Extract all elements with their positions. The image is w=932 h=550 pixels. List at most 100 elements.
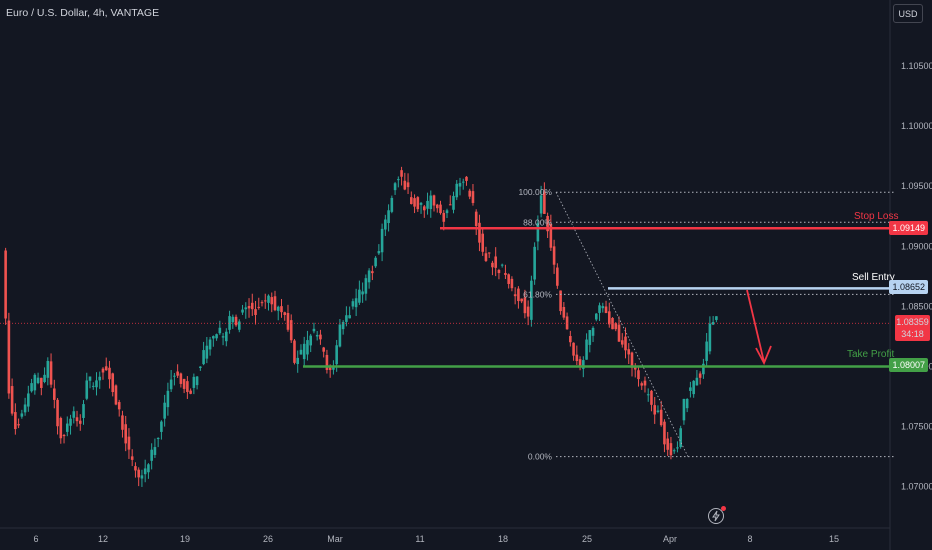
candle-body bbox=[244, 307, 248, 310]
x-tick-label: 25 bbox=[582, 534, 592, 544]
candle-body bbox=[620, 340, 624, 345]
candle-body bbox=[78, 420, 82, 424]
candle-body bbox=[179, 373, 183, 384]
candle-body bbox=[474, 211, 478, 227]
candle-body bbox=[273, 296, 277, 311]
fib-level-label: 61.80% bbox=[523, 289, 552, 299]
candle-body bbox=[432, 195, 436, 206]
bar-countdown: 34:18 bbox=[901, 329, 924, 339]
candle-body bbox=[666, 438, 669, 450]
candle-body bbox=[640, 383, 644, 386]
candle-body bbox=[526, 306, 530, 317]
candle-body bbox=[637, 370, 640, 380]
candle-body bbox=[62, 435, 66, 437]
candle-body bbox=[556, 267, 559, 286]
candle-body bbox=[487, 252, 491, 254]
candle-body bbox=[108, 367, 111, 380]
candle-body bbox=[536, 223, 540, 242]
candle-body bbox=[43, 374, 46, 382]
candle-body bbox=[435, 204, 439, 209]
candle-body bbox=[384, 219, 387, 230]
candle-body bbox=[705, 341, 708, 361]
candle-body bbox=[10, 386, 14, 414]
candle-body bbox=[552, 246, 556, 265]
candle-body bbox=[208, 339, 212, 350]
candle-body bbox=[263, 300, 267, 302]
candle-body bbox=[33, 374, 37, 391]
candle-body bbox=[140, 475, 144, 479]
candle-body bbox=[241, 309, 244, 313]
candle-body bbox=[176, 371, 179, 376]
candle-body bbox=[569, 336, 572, 343]
candle-body bbox=[260, 302, 264, 304]
candle-body bbox=[160, 421, 163, 432]
candle-body bbox=[643, 380, 647, 386]
candle-body bbox=[351, 301, 355, 307]
candle-body bbox=[510, 278, 514, 289]
candle-body bbox=[27, 393, 30, 407]
candle-body bbox=[371, 271, 374, 274]
candle-body bbox=[646, 394, 650, 396]
candle-body bbox=[471, 191, 475, 203]
candle-body bbox=[364, 278, 368, 294]
candle-body bbox=[121, 415, 124, 430]
candle-body bbox=[143, 468, 147, 475]
candle-body bbox=[406, 182, 410, 188]
candle-body bbox=[624, 336, 627, 351]
candle-body bbox=[319, 334, 322, 340]
candle-body bbox=[419, 202, 423, 205]
y-tick-label: 1.07000 bbox=[901, 482, 932, 492]
candle-body bbox=[166, 390, 170, 408]
candle-body bbox=[280, 306, 283, 313]
candle-body bbox=[293, 340, 296, 363]
candle-body bbox=[669, 443, 673, 456]
candle-body bbox=[36, 377, 40, 384]
candle-body bbox=[461, 181, 465, 183]
candle-body bbox=[335, 345, 338, 365]
candle-body bbox=[72, 411, 76, 418]
candle-body bbox=[465, 176, 468, 181]
candle-body bbox=[400, 170, 403, 177]
candle-body bbox=[218, 327, 222, 334]
candle-body bbox=[650, 390, 653, 405]
candle-body bbox=[137, 469, 140, 478]
candle-body bbox=[562, 307, 566, 318]
candle-body bbox=[358, 289, 361, 303]
candle-body bbox=[630, 352, 634, 368]
candle-body bbox=[672, 450, 676, 452]
candle-body bbox=[231, 316, 235, 323]
candle-body bbox=[101, 368, 105, 373]
candle-body bbox=[702, 363, 705, 375]
candle-body bbox=[302, 343, 306, 360]
candle-body bbox=[56, 399, 59, 427]
candle-body bbox=[124, 424, 128, 444]
x-tick-label: 11 bbox=[415, 534, 424, 544]
candle-body bbox=[306, 340, 309, 355]
candle-body bbox=[491, 262, 494, 268]
candle-body bbox=[192, 376, 196, 388]
x-tick-label: 8 bbox=[747, 534, 752, 544]
candle-body bbox=[390, 197, 394, 212]
sell-entry-price-label: 1.08652 bbox=[889, 280, 928, 294]
stop-loss-label: Stop Loss bbox=[854, 211, 899, 222]
candle-body bbox=[299, 349, 303, 355]
x-tick-label: 19 bbox=[180, 534, 190, 544]
y-tick-label: 1.07500 bbox=[901, 422, 932, 432]
candle-body bbox=[4, 250, 7, 319]
candle-body bbox=[309, 335, 312, 346]
candle-body bbox=[169, 379, 173, 390]
candle-body bbox=[250, 302, 254, 310]
candle-body bbox=[504, 273, 507, 275]
candle-body bbox=[594, 313, 598, 320]
currency-button[interactable]: USD bbox=[893, 4, 923, 23]
fib-level-label: 100.00% bbox=[518, 187, 552, 197]
candle-body bbox=[221, 336, 225, 338]
candle-body bbox=[20, 413, 24, 417]
x-tick-label: 12 bbox=[98, 534, 108, 544]
lightning-icon[interactable] bbox=[708, 508, 724, 524]
candle-body bbox=[698, 373, 702, 378]
candle-body bbox=[575, 354, 579, 362]
candle-body bbox=[517, 288, 520, 302]
candle-body bbox=[403, 180, 407, 190]
